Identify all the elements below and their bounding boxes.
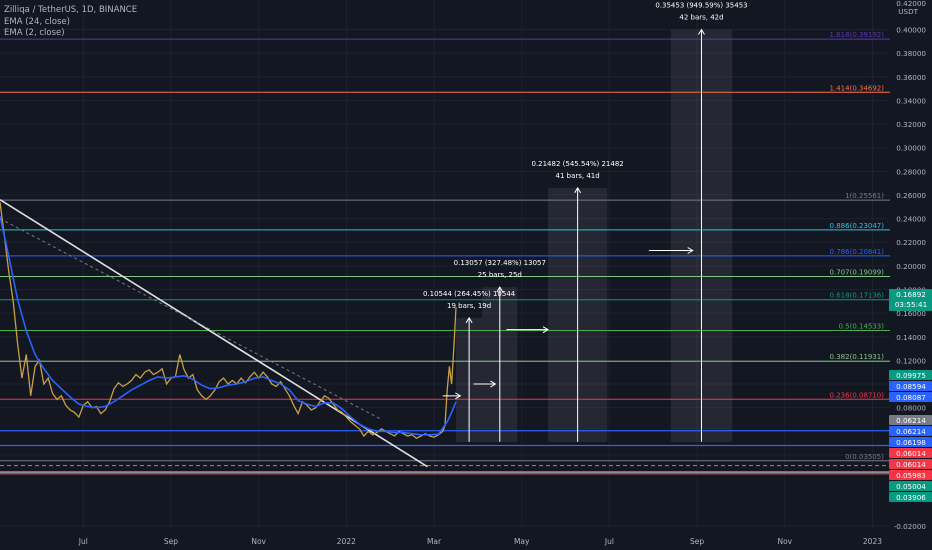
price-badge-value-9: 0.05983 [896, 471, 926, 480]
ema-24-line [0, 216, 457, 436]
price-badge-value-0: 0.16892 [896, 290, 926, 299]
price-series [0, 202, 457, 440]
price-badge-value-3: 0.08087 [896, 393, 926, 402]
chart-legend: Zilliqa / TetherUS, 1D, BINANCE EMA (24,… [4, 5, 137, 40]
projection-bars-1: 25 bars, 25d [478, 271, 522, 279]
time-tick-1: Sep [164, 537, 178, 546]
price-badge-8 [889, 459, 932, 469]
legend-ema-2[interactable]: EMA (2, close) [4, 28, 65, 38]
price-badge-10 [889, 481, 932, 491]
time-tick-7: Sep [690, 537, 704, 546]
arrowhead-2 [542, 326, 550, 334]
price-badge-value-6: 0.06198 [896, 438, 926, 447]
price-tick-19: 0.40000 [896, 26, 926, 35]
price-badge-value-2: 0.08594 [896, 382, 926, 391]
fib-label-9: 1.414(0.34692) [830, 84, 885, 92]
grid [0, 0, 890, 530]
price-tick-9: 0.20000 [896, 262, 926, 271]
price-badge-value-5: 0.06214 [896, 427, 926, 436]
price-badge-7 [889, 448, 932, 458]
arrowhead-1 [490, 380, 497, 388]
projection-label-1: 0.13057 (327.48%) 13057 [454, 259, 546, 267]
price-tick-11: 0.24000 [896, 215, 926, 224]
fibonacci-levels: 0(0.03505) 0.236(0.08710) 0.382(0.11931) 0.… [0, 31, 890, 462]
projection-boxes [455, 29, 733, 442]
price-tick-17: 0.36000 [896, 73, 926, 82]
time-tick-9: 2023 [863, 537, 882, 546]
price-badge-11 [889, 492, 932, 502]
price-tick-3: 0.08000 [896, 404, 926, 413]
time-tick-6: Jul [604, 537, 614, 546]
projection-bars-3: 42 bars, 42d [679, 14, 723, 22]
chart-title[interactable]: Zilliqa / TetherUS, 1D, BINANCE [4, 5, 138, 15]
price-badge-value-4: 0.06214 [896, 416, 926, 425]
time-tick-5: May [514, 537, 530, 546]
projection-arrowhead-0 [465, 316, 473, 324]
fib-label-4: 0.618(0.17136) [830, 292, 885, 300]
projection-label-2: 0.21482 (545.54%) 21482 [531, 160, 623, 168]
time-tick-0: Jul [78, 537, 88, 546]
fib-label-2: 0.382(0.11931) [830, 353, 885, 361]
price-tick-0: -0.02000 [894, 522, 927, 531]
price-badge-sub-0: 03:55:41 [895, 300, 927, 309]
projection-bars-2: 41 bars, 41d [556, 172, 600, 180]
fib-label-8: 1(0.25561) [845, 192, 884, 200]
price-tick-14: 0.30000 [896, 144, 926, 153]
price-badge-5 [889, 426, 932, 436]
arrowhead-0 [455, 392, 462, 400]
price-tick-5: 0.12000 [896, 356, 926, 365]
projections: 0.10544 (264.45%) 10544 19 bars, 19d 0.130… [423, 2, 748, 442]
price-badge-value-8: 0.06014 [896, 460, 926, 469]
projection-arrowhead-3 [698, 28, 705, 35]
price-tick-12: 0.26000 [896, 191, 926, 200]
arrows [442, 247, 694, 400]
time-tick-8: Nov [777, 537, 792, 546]
price-unit: USDT [898, 7, 918, 16]
projection-label-0: 0.10544 (264.45%) 10544 [423, 290, 516, 298]
price-axis-bg [890, 0, 932, 550]
fib-label-3: 0.5(0.14533) [838, 322, 884, 330]
price-line [0, 202, 457, 440]
price-tick-top: 0.42000 [896, 0, 926, 8]
price-tick-16: 0.34000 [896, 96, 926, 105]
price-tick-7: 0.16000 [896, 309, 926, 318]
price-badge-6 [889, 437, 932, 447]
fib-label-5: 0.707(0.19099) [830, 269, 885, 277]
price-tick-6: 0.14000 [896, 333, 926, 342]
horizontal-rays [0, 430, 890, 475]
price-tick-15: 0.32000 [896, 120, 926, 129]
price-badge-3 [889, 392, 932, 402]
price-badge-9 [889, 470, 932, 480]
projection-arrowhead-2 [574, 186, 582, 194]
projection-bars-0: 19 bars, 19d [447, 302, 491, 310]
price-badge-value-1: 0.09975 [896, 371, 926, 380]
time-tick-4: Mar [427, 537, 442, 546]
price-badge-1 [889, 370, 932, 380]
price-badge-4 [889, 415, 932, 425]
fib-label-6: 0.786(0.20841) [830, 248, 885, 256]
projection-arrowhead-1 [496, 286, 504, 293]
price-badge-0 [889, 289, 932, 311]
price-badge-value-10: 0.05004 [896, 482, 926, 491]
price-tick-13: 0.28000 [896, 167, 926, 176]
price-badge-2 [889, 381, 932, 391]
price-tick-10: 0.22000 [896, 238, 926, 247]
price-badge-value-11: 0.03906 [896, 493, 926, 502]
fib-label-1: 0.236(0.08710) [830, 391, 885, 399]
fib-label-7: 0.886(0.23047) [830, 222, 885, 230]
price-badge-value-7: 0.06014 [896, 449, 926, 458]
projection-label-3: 0.35453 (949.59%) 35453 [655, 2, 747, 10]
time-tick-3: 2022 [337, 537, 356, 546]
legend-ema-24[interactable]: EMA (24, close) [4, 16, 70, 27]
arrowhead-3 [687, 247, 694, 254]
dashed-trend-line [0, 218, 382, 420]
time-tick-2: Nov [251, 537, 266, 546]
fib-label-0: 0(0.03505) [845, 453, 884, 461]
time-axis-bg [0, 530, 932, 550]
price-tick-18: 0.38000 [896, 49, 926, 58]
fib-label-10: 1.618(0.39192) [830, 31, 885, 39]
